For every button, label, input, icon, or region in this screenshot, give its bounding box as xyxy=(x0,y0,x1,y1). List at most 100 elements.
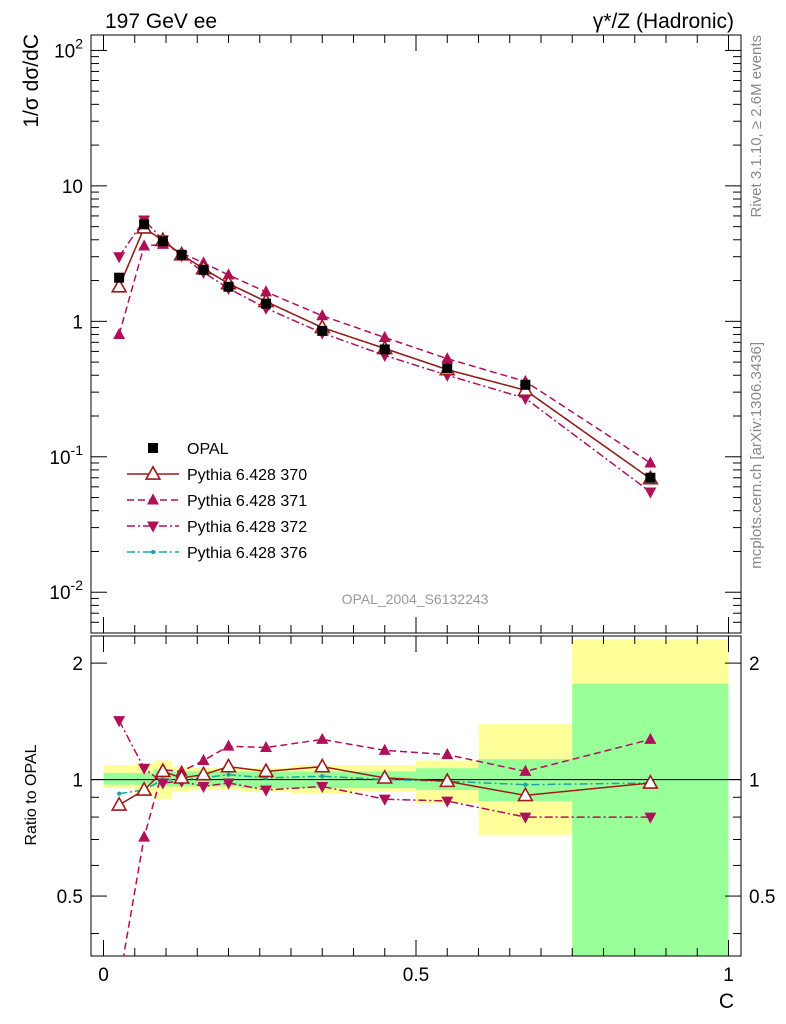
ratio-series-line xyxy=(122,738,651,956)
ratio-data-point xyxy=(135,781,153,796)
data-point xyxy=(114,272,125,283)
data-point xyxy=(139,219,150,230)
ratio-data-point xyxy=(441,796,454,808)
data-point xyxy=(316,309,329,321)
ratio-data-point xyxy=(519,764,532,776)
y-tick-label: 102 xyxy=(54,35,83,62)
main-y-axis-label: 1/σ dσ/dC xyxy=(20,34,43,128)
ratio-data-point xyxy=(195,765,212,781)
data-point xyxy=(644,487,657,499)
ratio-data-point xyxy=(138,763,151,775)
data-point xyxy=(223,281,234,292)
ratio-data-point xyxy=(173,769,190,784)
ratio-data-point xyxy=(197,753,210,766)
data-point xyxy=(378,330,391,342)
ratio-data-point xyxy=(376,769,394,784)
ratio-data-point xyxy=(644,812,657,824)
legend-marker xyxy=(148,443,158,453)
ratio-data-point xyxy=(320,774,325,779)
ratio-data-point xyxy=(154,762,172,778)
ratio-data-point xyxy=(226,772,231,777)
ratio-data-point xyxy=(222,739,235,751)
ratio-data-point xyxy=(517,786,534,802)
x-tick-label: 1 xyxy=(723,965,734,986)
data-point xyxy=(317,325,328,336)
stat-band xyxy=(103,772,135,785)
data-point xyxy=(138,239,151,251)
ratio-data-point xyxy=(257,762,275,778)
ratio-data-point xyxy=(260,740,272,753)
x-axis-label: C xyxy=(719,990,734,1013)
ratio-data-point xyxy=(260,785,272,797)
mcplots-reference-label: mcplots.cern.ch [arXiv:1306.3436] xyxy=(748,342,765,569)
ratio-data-point xyxy=(523,782,528,787)
legend-marker xyxy=(147,521,159,533)
x-tick-label: 0 xyxy=(98,965,109,986)
y-tick-label: 10 xyxy=(62,177,83,198)
data-point xyxy=(198,264,209,275)
data-point xyxy=(441,352,454,364)
data-point xyxy=(176,249,187,260)
ratio-data-point xyxy=(438,772,456,788)
ratio-y-tick-label: 1 xyxy=(72,771,83,792)
ratio-series xyxy=(110,757,659,811)
ratio-data-point xyxy=(378,794,391,806)
main-panel: 10-2 10-1 1 10 102 xyxy=(49,34,742,634)
ratio-data-point xyxy=(197,781,210,794)
ratio-data-point xyxy=(117,791,122,796)
data-point xyxy=(519,393,532,405)
ratio-data-point xyxy=(222,778,235,790)
data-point xyxy=(157,236,168,247)
legend-label: OPAL xyxy=(187,441,229,458)
ratio-data-point xyxy=(110,796,128,811)
ratio-y-tick-label: 1 xyxy=(749,771,760,792)
legend-label: Pythia 6.428 370 xyxy=(187,467,307,484)
ratio-y-tick-label: 0.5 xyxy=(57,887,83,908)
ratio-data-point xyxy=(316,781,329,794)
main-frame xyxy=(90,34,742,634)
analysis-id-watermark: OPAL_2004_S6132243 xyxy=(342,591,489,607)
data-point xyxy=(379,344,390,355)
ratio-y-tick-label: 0.5 xyxy=(749,887,775,908)
ratio-data-point xyxy=(642,774,659,789)
series-line xyxy=(118,243,651,464)
data-point xyxy=(442,363,453,374)
ratio-data-point xyxy=(220,757,237,773)
y-tick-label: 10-2 xyxy=(49,577,83,604)
data-point xyxy=(260,285,272,297)
ratio-data-point xyxy=(644,732,657,744)
ratio-series-line xyxy=(118,720,651,818)
data-point xyxy=(644,456,657,468)
ratio-data-point xyxy=(113,716,126,728)
ratio-data-point xyxy=(313,757,331,773)
legend-label: Pythia 6.428 371 xyxy=(187,493,307,510)
data-point xyxy=(113,327,126,339)
y-tick-label: 1 xyxy=(72,312,83,333)
x-tick-label: 0.5 xyxy=(403,965,429,986)
ratio-panel: 0.5 0.5 1 1 2 2 0 0.5 1 xyxy=(57,635,775,986)
ratio-y-tick-label: 2 xyxy=(749,654,760,675)
rivet-version-label: Rivet 3.1.10, ≥ 2.6M events xyxy=(748,35,765,218)
legend: OPAL Pythia 6.428 370 Pythia 6.428 371 Pyth… xyxy=(127,441,307,562)
process-title: γ*/Z (Hadronic) xyxy=(593,10,734,33)
data-point xyxy=(261,298,271,309)
data-point xyxy=(645,472,656,483)
ratio-data-point xyxy=(441,748,454,760)
stat-band xyxy=(134,772,154,785)
ratio-data-point xyxy=(316,732,329,744)
data-point xyxy=(520,379,531,390)
ratio-y-tick-label: 2 xyxy=(72,654,83,675)
data-point xyxy=(113,252,126,264)
legend-marker xyxy=(147,493,159,505)
ratio-data-point xyxy=(378,743,391,755)
legend-label: Pythia 6.428 376 xyxy=(187,545,307,562)
ratio-data-point xyxy=(519,812,532,824)
ratio-data-point xyxy=(113,975,125,986)
legend-marker xyxy=(144,465,162,480)
ratio-data-point xyxy=(138,830,151,842)
data-point xyxy=(222,268,235,280)
legend-marker xyxy=(150,549,156,555)
energy-title: 197 GeV ee xyxy=(105,10,217,33)
legend-label: Pythia 6.428 372 xyxy=(187,519,307,536)
